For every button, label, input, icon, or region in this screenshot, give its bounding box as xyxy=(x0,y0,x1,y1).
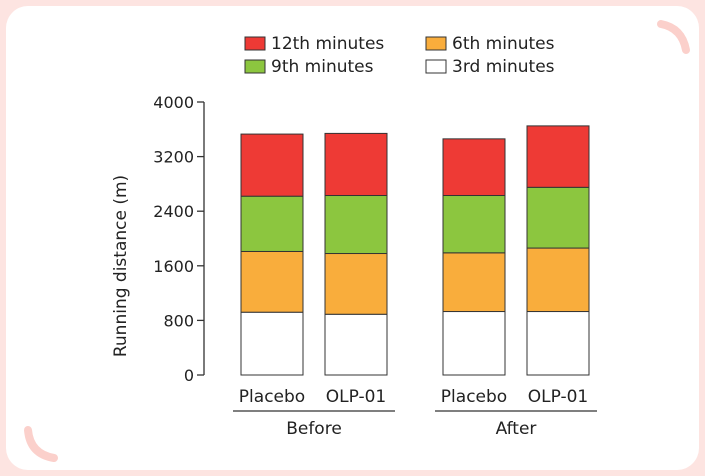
bar-segment xyxy=(526,186,590,249)
y-tick-label: 2400 xyxy=(153,202,194,221)
bar-segment xyxy=(324,195,388,255)
bar-segment xyxy=(526,311,590,376)
bar-segment xyxy=(442,311,506,376)
legend-label: 6th minutes xyxy=(452,34,555,54)
bar-segment xyxy=(442,252,506,313)
y-tick-label: 4000 xyxy=(153,93,194,112)
legend-label: 9th minutes xyxy=(271,57,374,77)
y-axis-label: Running distance (m) xyxy=(111,175,131,357)
bar-segment xyxy=(526,247,590,313)
legend-swatch xyxy=(425,59,447,74)
x-tick-label: OLP-01 xyxy=(528,387,589,407)
corner-accent-bottom-left xyxy=(24,426,58,462)
y-tick-label: 1600 xyxy=(153,257,194,276)
legend: 12th minutes 6th minutes 9th minutes 3rd mi… xyxy=(244,34,555,77)
bar-segment xyxy=(324,132,388,197)
bar-segment xyxy=(442,195,506,254)
y-tick-label: 0 xyxy=(184,366,194,385)
bar-segment xyxy=(240,195,304,252)
x-axis: Placebo OLP-01 Placebo OLP-01 Before After xyxy=(233,387,597,439)
bars xyxy=(240,125,590,376)
y-axis: 0 800 1600 2400 3200 4000 xyxy=(153,93,205,385)
x-tick-label: Placebo xyxy=(239,387,305,407)
corner-accent-top-right xyxy=(657,20,690,54)
bar-segment xyxy=(324,253,388,315)
bar-segment xyxy=(324,313,388,376)
group-label: Before xyxy=(286,419,342,439)
y-tick-label: 800 xyxy=(163,311,194,330)
group-label: After xyxy=(496,419,537,439)
bar-segment xyxy=(240,133,304,197)
bar-segment xyxy=(526,125,590,188)
legend-swatch xyxy=(244,36,266,51)
bar-segment xyxy=(442,138,506,197)
bar-segment xyxy=(240,311,304,376)
x-tick-label: Placebo xyxy=(441,387,507,407)
y-tick-label: 3200 xyxy=(153,148,194,167)
chart: 12th minutes 6th minutes 9th minutes 3rd mi… xyxy=(24,20,690,462)
chart-card: 12th minutes 6th minutes 9th minutes 3rd mi… xyxy=(6,6,699,470)
legend-swatch xyxy=(244,59,266,74)
legend-swatch xyxy=(425,36,447,51)
legend-label: 12th minutes xyxy=(271,34,384,54)
legend-label: 3rd minutes xyxy=(452,57,555,77)
bar-segment xyxy=(240,250,304,313)
x-tick-label: OLP-01 xyxy=(326,387,387,407)
